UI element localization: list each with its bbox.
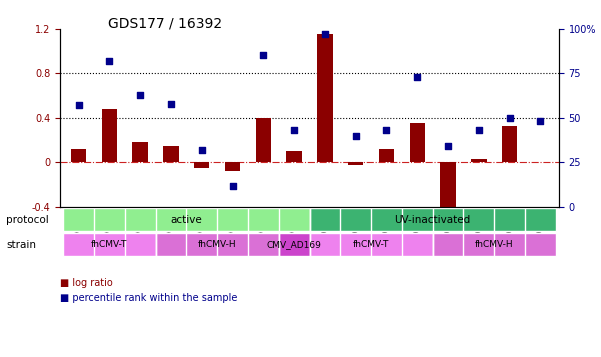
Text: CMV_AD169: CMV_AD169 [267,240,322,249]
FancyBboxPatch shape [63,233,156,256]
Bar [163,146,178,162]
Bar [471,159,487,162]
Bar [317,34,332,162]
Point [535,119,545,124]
Bar [410,124,425,162]
Point [444,144,453,149]
Bar [379,149,394,162]
FancyBboxPatch shape [63,208,310,231]
Point [412,74,422,80]
Text: fhCMV-H: fhCMV-H [475,240,514,249]
Bar [441,162,456,220]
Point [105,58,114,64]
Point [135,92,145,97]
Bar [194,162,209,168]
Bar [132,142,148,162]
Point [320,31,330,37]
Point [505,115,514,121]
Point [258,52,268,58]
Bar [502,126,517,162]
FancyBboxPatch shape [310,208,556,231]
Text: ■ log ratio: ■ log ratio [60,278,113,288]
Point [289,127,299,133]
Text: fhCMV-T: fhCMV-T [91,240,127,249]
Point [74,102,84,108]
Point [474,127,484,133]
FancyBboxPatch shape [433,233,556,256]
Bar [225,162,240,171]
Point [351,133,361,139]
Bar [71,149,87,162]
Bar [348,162,364,165]
Text: fhCMV-H: fhCMV-H [198,240,236,249]
FancyBboxPatch shape [279,233,310,256]
Bar [102,109,117,162]
Text: fhCMV-T: fhCMV-T [353,240,389,249]
Text: active: active [171,215,202,225]
Text: ■ percentile rank within the sample: ■ percentile rank within the sample [60,293,237,303]
Point [197,147,207,153]
Bar [255,118,271,162]
FancyBboxPatch shape [310,233,433,256]
Point [166,101,175,106]
Text: strain: strain [6,240,36,250]
Bar [287,151,302,162]
Text: protocol: protocol [6,215,49,225]
Point [382,127,391,133]
Text: GDS177 / 16392: GDS177 / 16392 [108,16,222,30]
FancyBboxPatch shape [156,233,279,256]
Point [228,183,237,188]
Text: UV-inactivated: UV-inactivated [395,215,471,225]
